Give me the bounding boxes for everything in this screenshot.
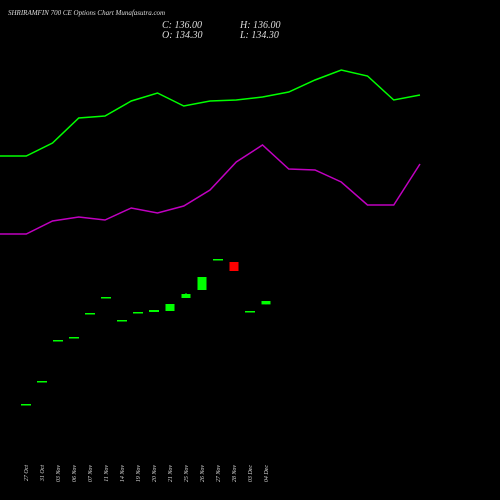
candle-body: [37, 381, 47, 383]
x-tick-label: 03 Dec: [248, 465, 254, 482]
x-tick-label: 28 Nov: [232, 465, 238, 483]
candle-body: [181, 294, 191, 298]
x-tick-label: 04 Dec: [263, 465, 270, 482]
x-tick-label: 31 Oct: [40, 465, 46, 482]
x-tick-label: 21 Nov: [168, 465, 174, 483]
x-tick-label: 25 Nov: [184, 465, 190, 483]
chart-title: SHRIRAMFIN 700 CE Options Chart Munafasu…: [8, 9, 165, 17]
indicator-line: [0, 69, 421, 157]
x-tick-label: 03 Nov: [56, 465, 62, 483]
x-tick-label: 07 Nov: [88, 465, 94, 483]
candle-body: [197, 277, 207, 290]
x-tick-label: 26 Nov: [200, 465, 206, 483]
indicator-line: [0, 144, 421, 235]
candle-body: [261, 301, 271, 305]
candle-body: [21, 404, 31, 406]
ohlc-close: C: 136.00: [162, 20, 202, 31]
x-tick-label: 27 Nov: [216, 465, 222, 483]
x-tick-label: 14 Nov: [119, 465, 126, 483]
candle-body: [53, 340, 63, 342]
candle-body: [69, 337, 79, 339]
ohlc-high: H: 136.00: [239, 20, 281, 31]
candle-body: [117, 320, 127, 322]
candle-body: [133, 312, 143, 314]
x-tick-label: 27 Oct: [24, 465, 30, 481]
ohlc-open: O: 134.30: [162, 30, 203, 41]
x-tick-label: 06 Nov: [72, 465, 78, 483]
candle-body: [245, 311, 255, 313]
candle-body: [85, 313, 95, 315]
candle-body: [101, 297, 111, 299]
ohlc-low: L: 134.30: [239, 30, 279, 41]
candle-body: [229, 262, 239, 271]
x-tick-label: 19 Nov: [136, 465, 142, 483]
candle-body: [149, 310, 159, 312]
candle-body: [213, 259, 223, 261]
x-tick-label: 20 Nov: [152, 465, 158, 483]
candle-body: [165, 304, 175, 311]
x-tick-label: 11 Nov: [104, 465, 110, 482]
